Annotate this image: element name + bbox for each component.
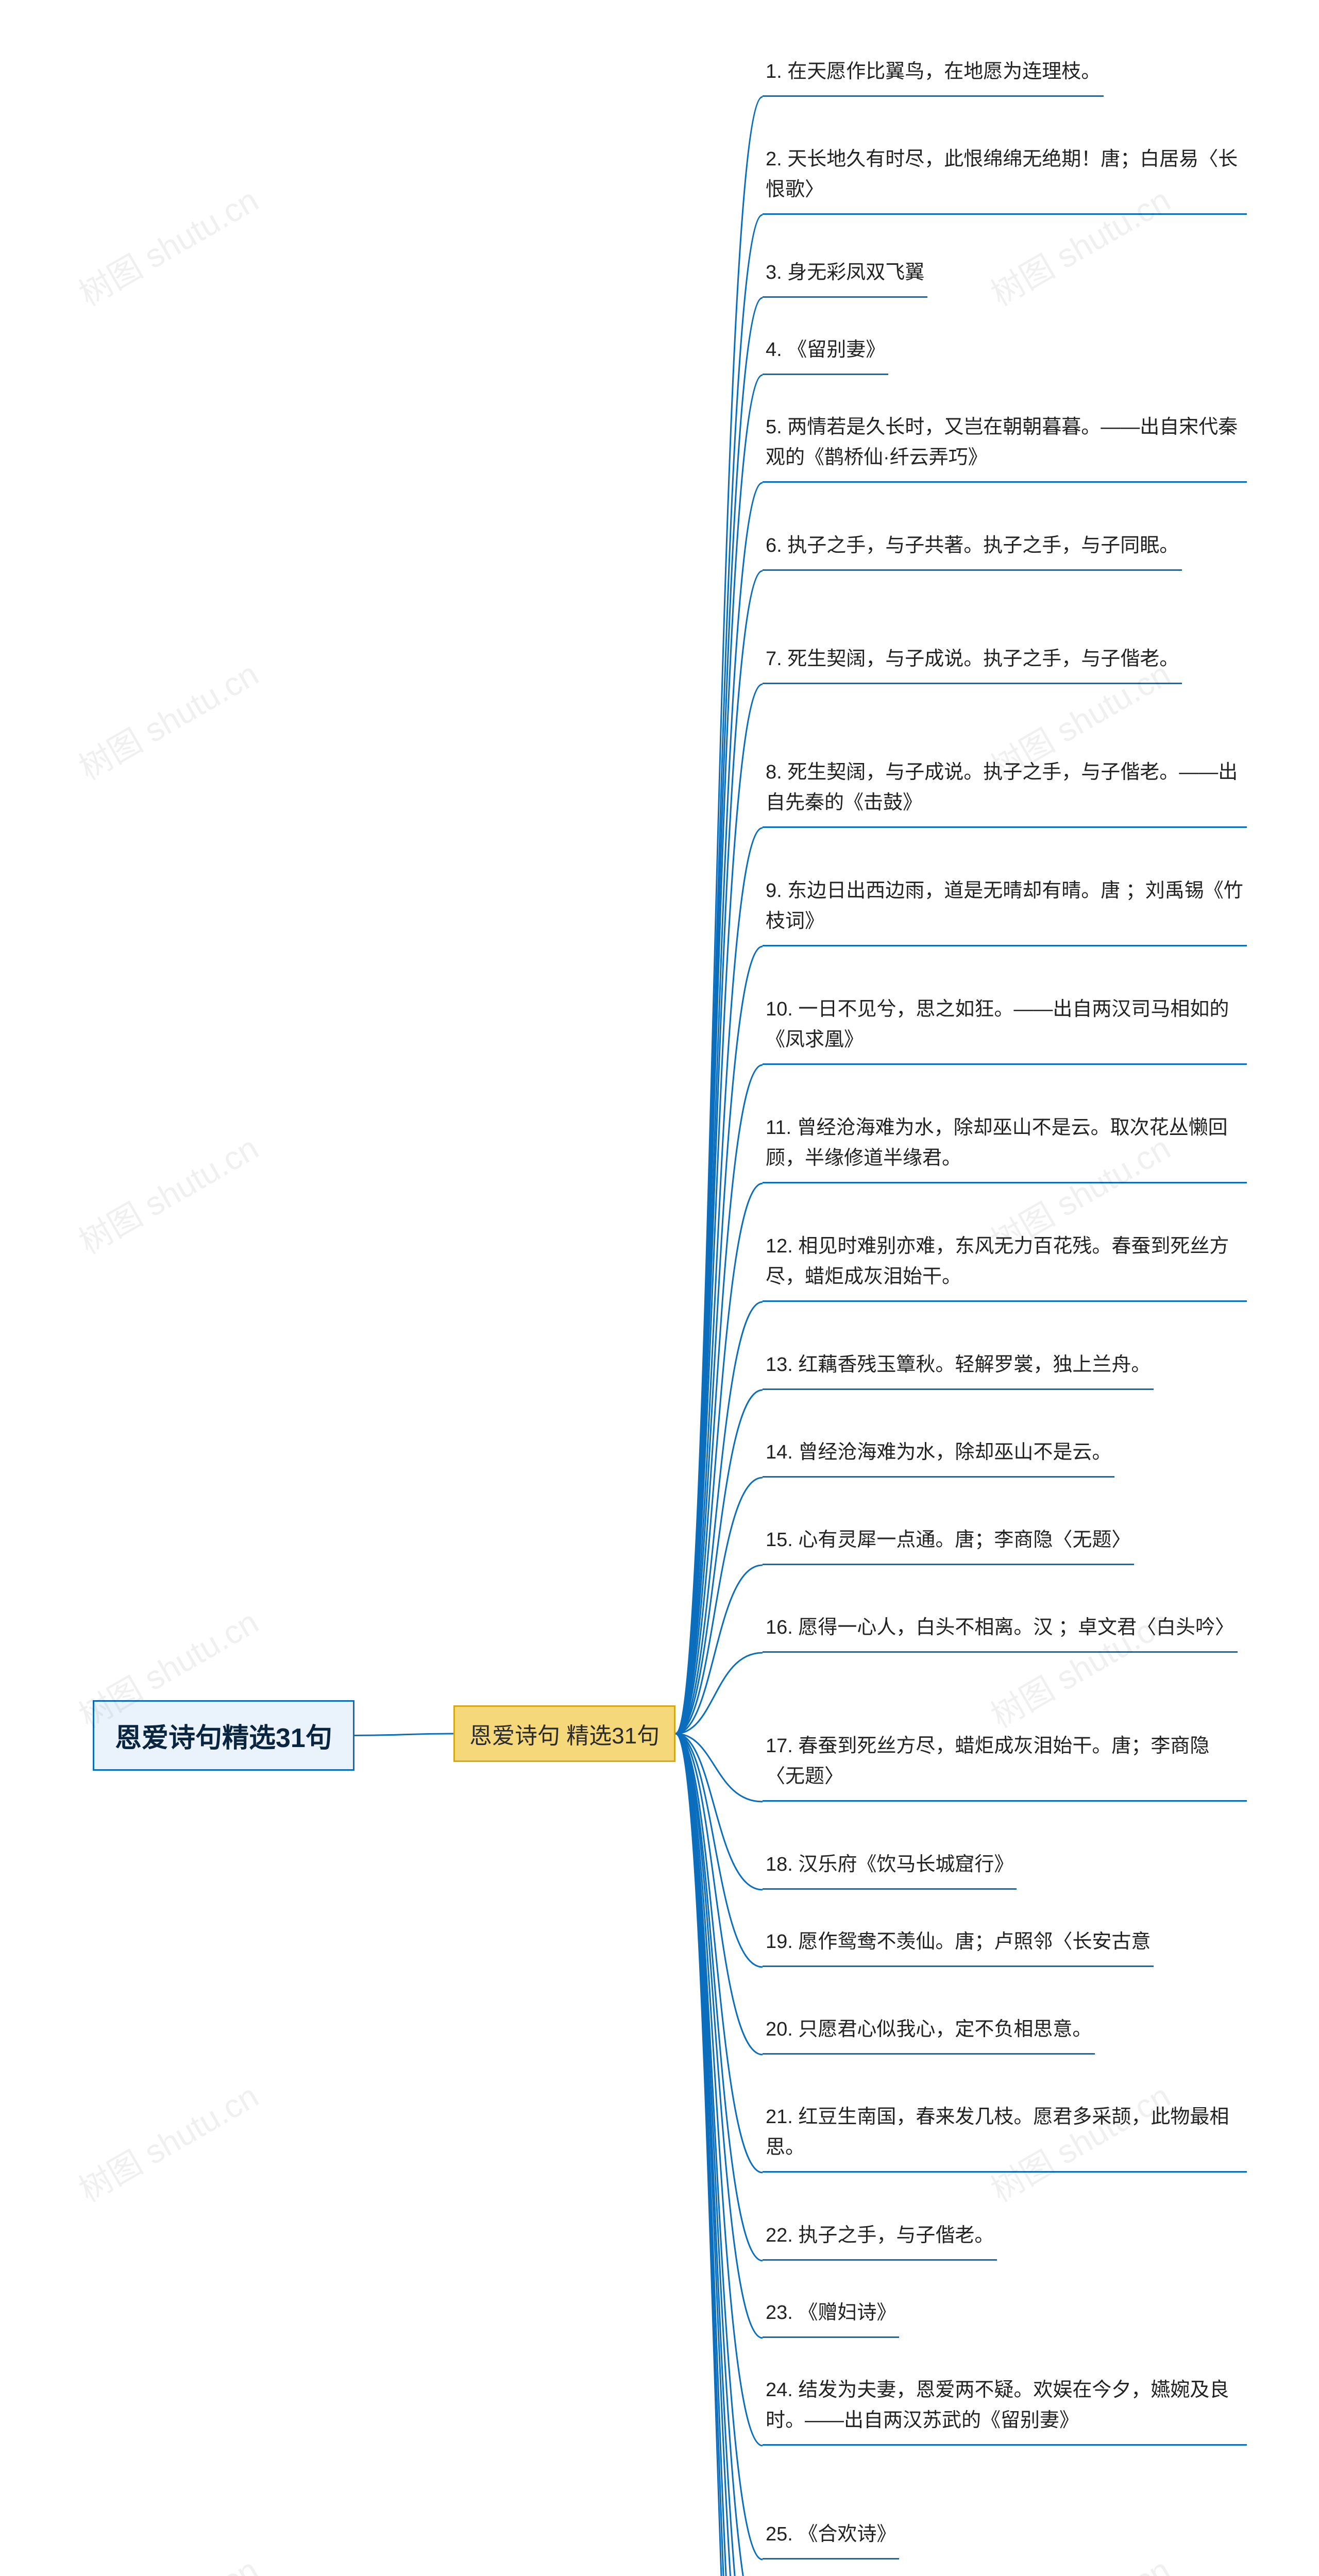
root-label: 恩爱诗句精选31句 [115, 1723, 332, 1753]
leaf-text: 15. 心有灵犀一点通。唐；李商隐〈无题〉 [766, 1529, 1131, 1551]
mid-node[interactable]: 恩爱诗句 精选31句 [453, 1705, 675, 1762]
leaf-text: 1. 在天愿作比翼鸟，在地愿为连理枝。 [766, 61, 1101, 82]
leaf-text: 16. 愿得一心人，白头不相离。汉 ；卓文君〈白头吟〉 [766, 1617, 1235, 1638]
leaf-node[interactable]: 8. 死生契阔，与子成说。执子之手，与子偕老。——出自先秦的《击鼓》 [763, 757, 1247, 828]
leaf-text: 11. 曾经沧海难为水，除却巫山不是云。取次花丛懒回顾，半缘修道半缘君。 [766, 1117, 1228, 1169]
leaf-node[interactable]: 7. 死生契阔，与子成说。执子之手，与子偕老。 [763, 644, 1182, 684]
leaf-text: 7. 死生契阔，与子成说。执子之手，与子偕老。 [766, 648, 1179, 670]
leaf-text: 9. 东边日出西边雨，道是无晴却有晴。唐 ；刘禹锡《竹枝词》 [766, 880, 1243, 932]
leaf-text: 25. 《合欢诗》 [766, 2523, 896, 2545]
leaf-node[interactable]: 12. 相见时难别亦难，东风无力百花残。春蚕到死丝方尽，蜡炬成灰泪始干。 [763, 1231, 1247, 1302]
leaf-text: 8. 死生契阔，与子成说。执子之手，与子偕老。——出自先秦的《击鼓》 [766, 761, 1238, 814]
leaf-node[interactable]: 9. 东边日出西边雨，道是无晴却有晴。唐 ；刘禹锡《竹枝词》 [763, 876, 1247, 946]
leaf-node[interactable]: 20. 只愿君心似我心，定不负相思意。 [763, 2014, 1095, 2055]
leaf-node[interactable]: 16. 愿得一心人，白头不相离。汉 ；卓文君〈白头吟〉 [763, 1613, 1238, 1653]
leaf-text: 2. 天长地久有时尽，此恨绵绵无绝期！唐；白居易〈长恨歌〉 [766, 148, 1238, 200]
mid-label: 恩爱诗句 精选31句 [469, 1723, 660, 1749]
leaf-text: 10. 一日不见兮，思之如狂。——出自两汉司马相如的《凤求凰》 [766, 998, 1229, 1050]
leaf-text: 23. 《赠妇诗》 [766, 2302, 896, 2324]
leaf-text: 3. 身无彩凤双飞翼 [766, 262, 924, 283]
leaf-node[interactable]: 15. 心有灵犀一点通。唐；李商隐〈无题〉 [763, 1525, 1134, 1565]
watermark: 树图 shutu.cn [69, 174, 266, 315]
leaf-text: 18. 汉乐府《饮马长城窟行》 [766, 1854, 1013, 1875]
leaf-node[interactable]: 2. 天长地久有时尽，此恨绵绵无绝期！唐；白居易〈长恨歌〉 [763, 144, 1247, 215]
mindmap-canvas: 恩爱诗句精选31句 恩爱诗句 精选31句 1. 在天愿作比翼鸟，在地愿为连理枝。… [0, 0, 1319, 2576]
leaf-text: 20. 只愿君心似我心，定不负相思意。 [766, 2019, 1092, 2040]
leaf-node[interactable]: 24. 结发为夫妻，恩爱两不疑。欢娱在今夕，嬿婉及良时。——出自两汉苏武的《留别… [763, 2375, 1247, 2446]
leaf-node[interactable]: 6. 执子之手，与子共著。执子之手，与子同眠。 [763, 531, 1182, 571]
leaf-text: 4. 《留别妻》 [766, 339, 885, 361]
leaf-node[interactable]: 5. 两情若是久长时，又岂在朝朝暮暮。——出自宋代秦观的《鹊桥仙·纤云弄巧》 [763, 412, 1247, 483]
leaf-text: 21. 红豆生南国，春来发几枝。愿君多采颉，此物最相思。 [766, 2106, 1229, 2158]
watermark: 树图 shutu.cn [69, 1122, 266, 1263]
leaf-node[interactable]: 23. 《赠妇诗》 [763, 2298, 899, 2338]
watermark: 树图 shutu.cn [981, 2544, 1178, 2576]
leaf-text: 14. 曾经沧海难为水，除却巫山不是云。 [766, 1442, 1111, 1463]
leaf-node[interactable]: 18. 汉乐府《饮马长城窟行》 [763, 1850, 1017, 1890]
leaf-text: 19. 愿作鸳鸯不羡仙。唐；卢照邻〈长安古意 [766, 1931, 1151, 1953]
leaf-text: 17. 春蚕到死丝方尽，蜡炬成灰泪始干。唐；李商隐〈无题〉 [766, 1735, 1209, 1787]
leaf-text: 5. 两情若是久长时，又岂在朝朝暮暮。——出自宋代秦观的《鹊桥仙·纤云弄巧》 [766, 416, 1238, 468]
leaf-node[interactable]: 19. 愿作鸳鸯不羡仙。唐；卢照邻〈长安古意 [763, 1927, 1154, 1967]
leaf-text: 12. 相见时难别亦难，东风无力百花残。春蚕到死丝方尽，蜡炬成灰泪始干。 [766, 1235, 1229, 1287]
leaf-node[interactable]: 25. 《合欢诗》 [763, 2519, 899, 2560]
leaf-node[interactable]: 14. 曾经沧海难为水，除却巫山不是云。 [763, 1437, 1114, 1478]
leaf-text: 22. 执子之手，与子偕老。 [766, 2225, 994, 2246]
leaf-node[interactable]: 10. 一日不见兮，思之如狂。——出自两汉司马相如的《凤求凰》 [763, 994, 1247, 1065]
leaf-node[interactable]: 21. 红豆生南国，春来发几枝。愿君多采颉，此物最相思。 [763, 2102, 1247, 2173]
leaf-node[interactable]: 4. 《留别妻》 [763, 335, 888, 375]
leaf-node[interactable]: 11. 曾经沧海难为水，除却巫山不是云。取次花丛懒回顾，半缘修道半缘君。 [763, 1113, 1247, 1183]
leaf-node[interactable]: 3. 身无彩凤双飞翼 [763, 258, 927, 298]
leaf-text: 24. 结发为夫妻，恩爱两不疑。欢娱在今夕，嬿婉及良时。——出自两汉苏武的《留别… [766, 2379, 1229, 2431]
leaf-node[interactable]: 22. 执子之手，与子偕老。 [763, 2221, 997, 2261]
leaf-text: 6. 执子之手，与子共著。执子之手，与子同眠。 [766, 535, 1179, 556]
leaf-text: 13. 红藕香残玉簟秋。轻解罗裳，独上兰舟。 [766, 1354, 1151, 1376]
leaf-node[interactable]: 1. 在天愿作比翼鸟，在地愿为连理枝。 [763, 57, 1104, 97]
watermark: 树图 shutu.cn [69, 2070, 266, 2211]
watermark: 树图 shutu.cn [69, 648, 266, 789]
watermark: 树图 shutu.cn [69, 2544, 266, 2576]
root-node[interactable]: 恩爱诗句精选31句 [93, 1700, 354, 1771]
leaf-node[interactable]: 13. 红藕香残玉簟秋。轻解罗裳，独上兰舟。 [763, 1350, 1154, 1390]
leaf-node[interactable]: 17. 春蚕到死丝方尽，蜡炬成灰泪始干。唐；李商隐〈无题〉 [763, 1731, 1247, 1802]
